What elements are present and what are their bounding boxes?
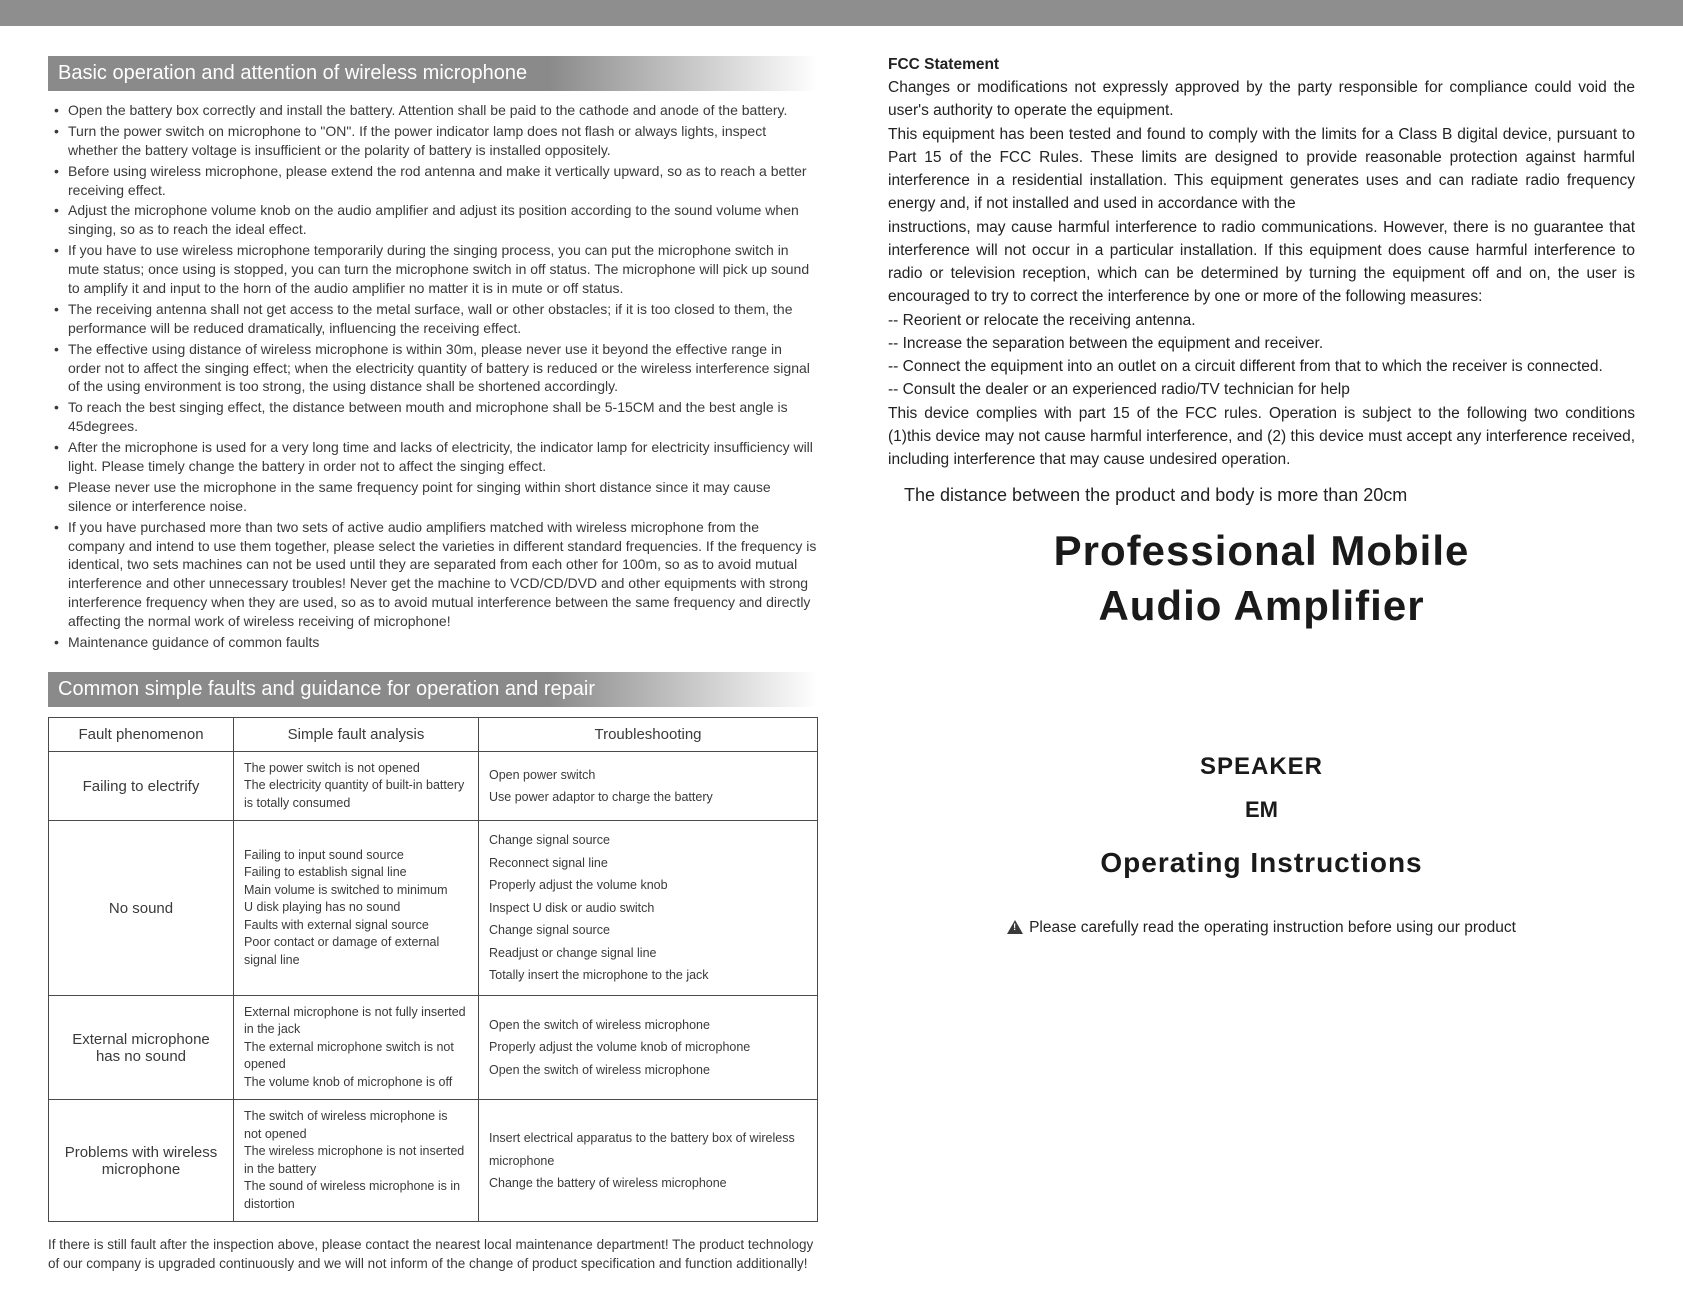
cell-analysis: External microphone is not fully inserte… — [234, 995, 479, 1100]
cell-phenomenon: Failing to electrify — [49, 751, 234, 821]
cell-troubleshooting: Open the switch of wireless microphonePr… — [479, 995, 818, 1100]
title-line2: Audio Amplifier — [1098, 582, 1424, 629]
table-header-row: Fault phenomenon Simple fault analysis T… — [49, 717, 818, 751]
product-title: Professional Mobile Audio Amplifier — [888, 524, 1635, 633]
bullet-item: If you have to use wireless microphone t… — [54, 241, 818, 298]
distance-note: The distance between the product and bod… — [904, 485, 1635, 506]
operating-instructions-label: Operating Instructions — [888, 847, 1635, 879]
fcc-para2: This equipment has been tested and found… — [888, 123, 1635, 216]
bullet-item: Adjust the microphone volume knob on the… — [54, 201, 818, 239]
table-row: Failing to electrifyThe power switch is … — [49, 751, 818, 821]
fcc-para4: This device complies with part 15 of the… — [888, 402, 1635, 472]
cell-phenomenon: External microphone has no sound — [49, 995, 234, 1100]
left-column: Basic operation and attention of wireles… — [48, 56, 818, 1273]
bullet-item: To reach the best singing effect, the di… — [54, 398, 818, 436]
section2-header: Common simple faults and guidance for op… — [48, 672, 818, 707]
title-line1: Professional Mobile — [1054, 527, 1470, 574]
cell-troubleshooting: Open power switchUse power adaptor to ch… — [479, 751, 818, 821]
table-footnote: If there is still fault after the inspec… — [48, 1236, 818, 1272]
table-row: External microphone has no soundExternal… — [49, 995, 818, 1100]
operation-bullets: Open the battery box correctly and insta… — [48, 101, 818, 652]
fault-table: Fault phenomenon Simple fault analysis T… — [48, 717, 818, 1223]
bullet-item: Maintenance guidance of common faults — [54, 633, 818, 652]
cell-analysis: Failing to input sound sourceFailing to … — [234, 821, 479, 996]
bullet-item: The effective using distance of wireless… — [54, 340, 818, 397]
table-row: No soundFailing to input sound sourceFai… — [49, 821, 818, 996]
col-troubleshooting: Troubleshooting — [479, 717, 818, 751]
cell-analysis: The power switch is not openedThe electr… — [234, 751, 479, 821]
col-simple-analysis: Simple fault analysis — [234, 717, 479, 751]
right-column: FCC Statement Changes or modifications n… — [888, 56, 1635, 1273]
speaker-label: SPEAKER — [888, 753, 1635, 781]
sub-title-block: SPEAKER EM Operating Instructions — [888, 753, 1635, 879]
em-label: EM — [888, 797, 1635, 823]
top-grey-bar — [0, 0, 1683, 26]
bullet-item: Open the battery box correctly and insta… — [54, 101, 818, 120]
fcc-statement-title: FCC Statement — [888, 56, 1635, 74]
col-fault-phenomenon: Fault phenomenon — [49, 717, 234, 751]
fcc-measure-item: -- Connect the equipment into an outlet … — [888, 355, 1635, 378]
bullet-item: Before using wireless microphone, please… — [54, 162, 818, 200]
cell-analysis: The switch of wireless microphone is not… — [234, 1100, 479, 1222]
cell-troubleshooting: Insert electrical apparatus to the batte… — [479, 1100, 818, 1222]
table-row: Problems with wireless microphoneThe swi… — [49, 1100, 818, 1222]
fcc-para1: Changes or modifications not expressly a… — [888, 76, 1635, 123]
bullet-item: Turn the power switch on microphone to "… — [54, 122, 818, 160]
cell-phenomenon: Problems with wireless microphone — [49, 1100, 234, 1222]
fcc-measure-item: -- Consult the dealer or an experienced … — [888, 378, 1635, 401]
fcc-measure-item: -- Increase the separation between the e… — [888, 332, 1635, 355]
fcc-para3: instructions, may cause harmful interfer… — [888, 216, 1635, 309]
cell-phenomenon: No sound — [49, 821, 234, 996]
warning-triangle-icon — [1007, 920, 1023, 934]
caution-line: Please carefully read the operating inst… — [888, 919, 1635, 937]
cell-troubleshooting: Change signal sourceReconnect signal lin… — [479, 821, 818, 996]
bullet-item: The receiving antenna shall not get acce… — [54, 300, 818, 338]
bullet-item: Please never use the microphone in the s… — [54, 478, 818, 516]
bullet-item: After the microphone is used for a very … — [54, 438, 818, 476]
page-content: Basic operation and attention of wireles… — [0, 26, 1683, 1293]
fcc-measure-item: -- Reorient or relocate the receiving an… — [888, 309, 1635, 332]
caution-text: Please carefully read the operating inst… — [1029, 919, 1516, 936]
section1-header: Basic operation and attention of wireles… — [48, 56, 818, 91]
bullet-item: If you have purchased more than two sets… — [54, 518, 818, 631]
